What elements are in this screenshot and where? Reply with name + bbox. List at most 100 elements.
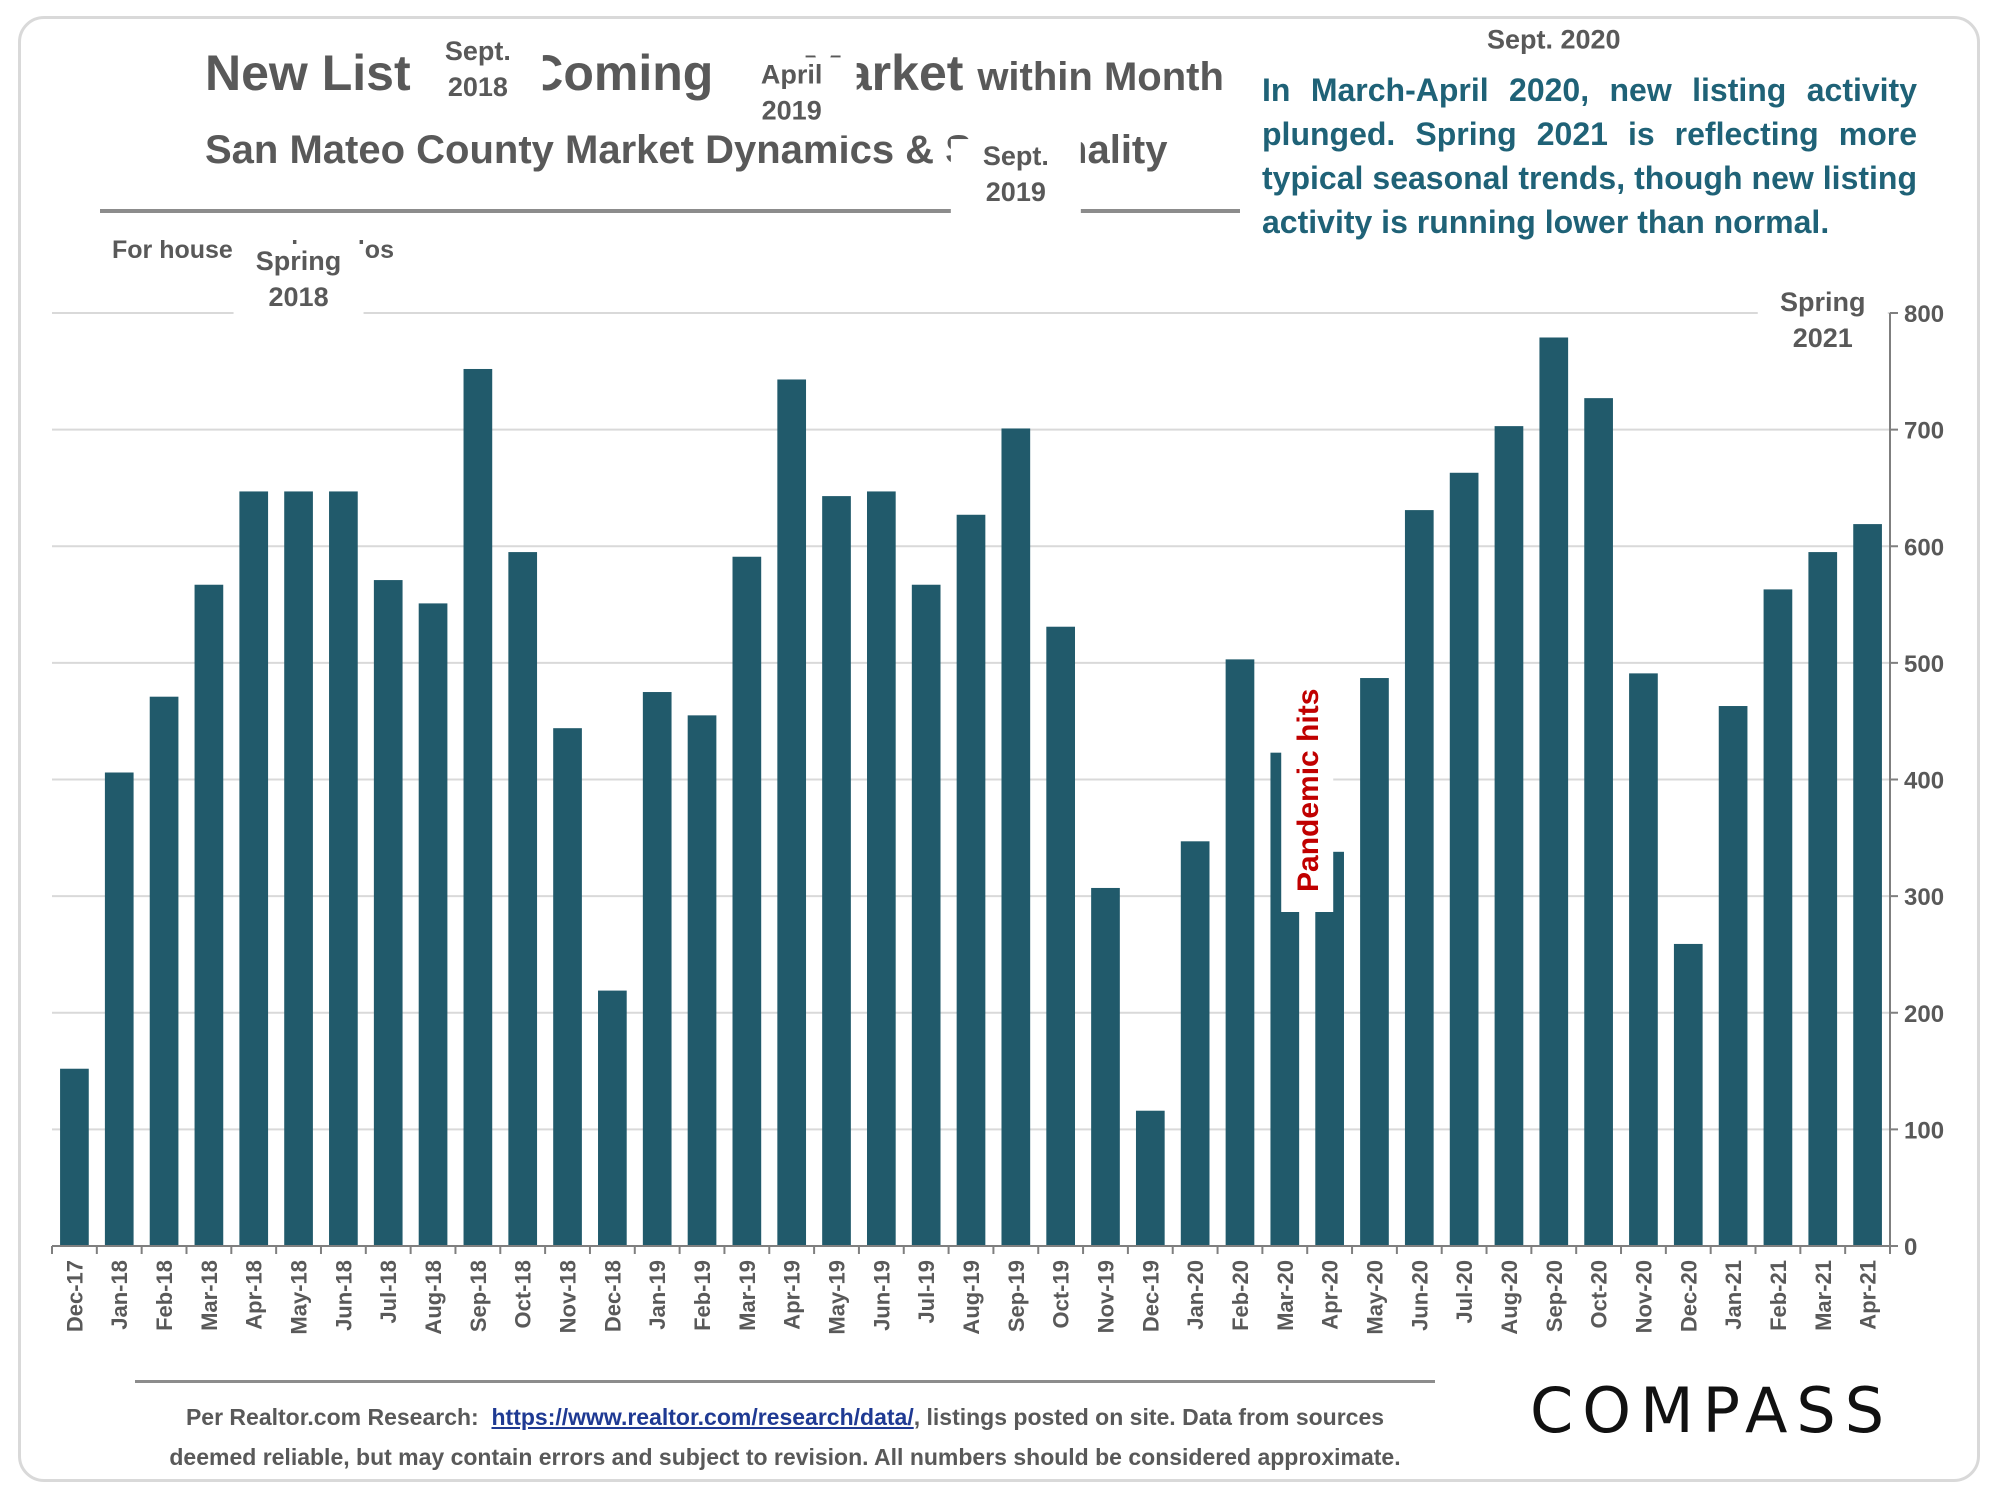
title-divider [100, 209, 1240, 213]
bar-may-19 [822, 496, 851, 1246]
annotation-background [1757, 284, 1888, 363]
x-tick-label: Oct-18 [511, 1260, 536, 1328]
x-tick-label: Jan-20 [1183, 1260, 1208, 1330]
y-tick-label: 600 [1904, 534, 1944, 561]
y-tick-label: 100 [1904, 1117, 1944, 1144]
bar-jan-21 [1718, 706, 1748, 1246]
bar-dec-17 [60, 1068, 89, 1246]
x-tick-label: Sep-19 [1004, 1260, 1029, 1332]
x-tick-label: Dec-18 [600, 1260, 625, 1332]
commentary-note: In March-April 2020, new listing activit… [1262, 72, 1917, 240]
x-tick-label: Jul-19 [914, 1260, 939, 1324]
x-tick-label: May-20 [1362, 1260, 1387, 1335]
x-tick-label: Aug-18 [421, 1260, 446, 1335]
x-tick-label: Aug-20 [1497, 1260, 1522, 1335]
pandemic-label: Pandemic hits [1292, 689, 1325, 892]
bar-apr-21 [1853, 524, 1882, 1246]
y-tick-label: 0 [1904, 1234, 1917, 1261]
bar-nov-18 [553, 728, 582, 1246]
compass-logo: COMPASS [1530, 1374, 1894, 1447]
chart-frame [18, 16, 1980, 1482]
x-tick-label: Mar-18 [197, 1260, 222, 1331]
x-tick-label: Apr-19 [780, 1260, 805, 1330]
annotation-background [1468, 22, 1639, 65]
x-tick-label: Feb-21 [1766, 1260, 1791, 1331]
bar-feb-18 [149, 696, 179, 1246]
x-tick-label: May-18 [287, 1260, 312, 1335]
y-tick-label: 400 [1904, 768, 1944, 795]
annotation-label: Sept. [983, 141, 1049, 171]
annotation-label: Sept. 2020 [1487, 24, 1621, 54]
x-tick-label: May-19 [825, 1260, 850, 1335]
x-tick-label: Mar-20 [1273, 1260, 1298, 1331]
annotation-label: Spring [256, 246, 342, 276]
y-tick-label: 200 [1904, 1001, 1944, 1028]
bar-dec-19 [1135, 1110, 1165, 1246]
x-tick-label: Feb-19 [690, 1260, 715, 1331]
bar-oct-20 [1584, 398, 1613, 1247]
source-link[interactable]: https://www.realtor.com/research/data/ [491, 1404, 914, 1430]
x-tick-label: Jun-20 [1407, 1260, 1432, 1331]
annotation-background [950, 139, 1081, 218]
bar-oct-19 [1046, 626, 1076, 1246]
bar-jun-19 [866, 491, 896, 1246]
source-note: Per Realtor.com Research: https://www.re… [120, 1397, 1450, 1477]
bar-mar-18 [194, 584, 224, 1246]
bar-may-18 [284, 491, 313, 1246]
bar-aug-20 [1494, 426, 1524, 1247]
x-tick-label: Jun-18 [331, 1260, 356, 1331]
annotation-label: 2021 [1793, 323, 1853, 353]
x-tick-label: Oct-19 [1049, 1260, 1074, 1328]
bar-aug-19 [956, 514, 986, 1246]
x-tick-label: Dec-17 [62, 1260, 87, 1332]
bar-sep-19 [1001, 428, 1031, 1246]
x-tick-label: Jan-21 [1721, 1260, 1746, 1330]
bar-jun-20 [1404, 510, 1434, 1246]
bar-sep-20 [1539, 337, 1569, 1247]
x-tick-label: Jul-18 [376, 1260, 401, 1324]
bar-jul-19 [911, 584, 941, 1246]
footer-divider [135, 1380, 1435, 1383]
x-tick-label: Jan-19 [645, 1260, 670, 1330]
bar-jan-18 [104, 772, 134, 1246]
x-tick-label: Jun-19 [869, 1260, 894, 1331]
x-tick-label: Oct-20 [1587, 1260, 1612, 1328]
x-tick-label: Nov-20 [1631, 1260, 1656, 1333]
x-tick-label: Nov-18 [556, 1260, 581, 1333]
bar-dec-18 [598, 990, 627, 1246]
x-tick-label: Dec-19 [1138, 1260, 1163, 1332]
source-line2: deemed reliable, but may contain errors … [169, 1444, 1401, 1470]
annotation-label: 2018 [448, 72, 508, 102]
annotation-label: 2019 [986, 177, 1046, 207]
x-tick-label: Mar-19 [735, 1260, 760, 1331]
bar-sep-18 [463, 368, 493, 1247]
x-tick-label: Sep-18 [466, 1260, 491, 1332]
annotation-label: April [761, 59, 823, 89]
bar-feb-21 [1763, 589, 1793, 1246]
annotation-label: 2019 [762, 95, 822, 125]
bar-dec-20 [1673, 943, 1703, 1246]
y-tick-label: 500 [1904, 651, 1944, 678]
bar-mar-21 [1808, 552, 1838, 1246]
bar-feb-19 [687, 715, 717, 1246]
x-tick-label: Jul-20 [1452, 1260, 1477, 1324]
x-tick-label: Mar-21 [1811, 1260, 1836, 1331]
bar-jul-20 [1449, 472, 1479, 1246]
x-tick-label: Dec-20 [1676, 1260, 1701, 1332]
bar-may-20 [1360, 678, 1389, 1246]
bar-jul-18 [373, 580, 403, 1246]
source-prefix: Per Realtor.com Research: [185, 1404, 479, 1430]
x-tick-label: Apr-18 [242, 1260, 267, 1330]
y-tick-label: 700 [1904, 418, 1944, 445]
annotation-background [726, 57, 857, 136]
x-tick-label: Nov-19 [1093, 1260, 1118, 1333]
bar-jan-19 [642, 692, 672, 1246]
bar-nov-19 [1091, 887, 1120, 1246]
source-line1-rest: , listings posted on site. Data from sou… [913, 1404, 1385, 1430]
bar-jan-20 [1180, 841, 1210, 1246]
bar-aug-18 [418, 603, 448, 1246]
title-suffix: within Month [977, 55, 1224, 99]
y-tick-label: 800 [1904, 301, 1944, 328]
bar-oct-18 [508, 552, 538, 1246]
